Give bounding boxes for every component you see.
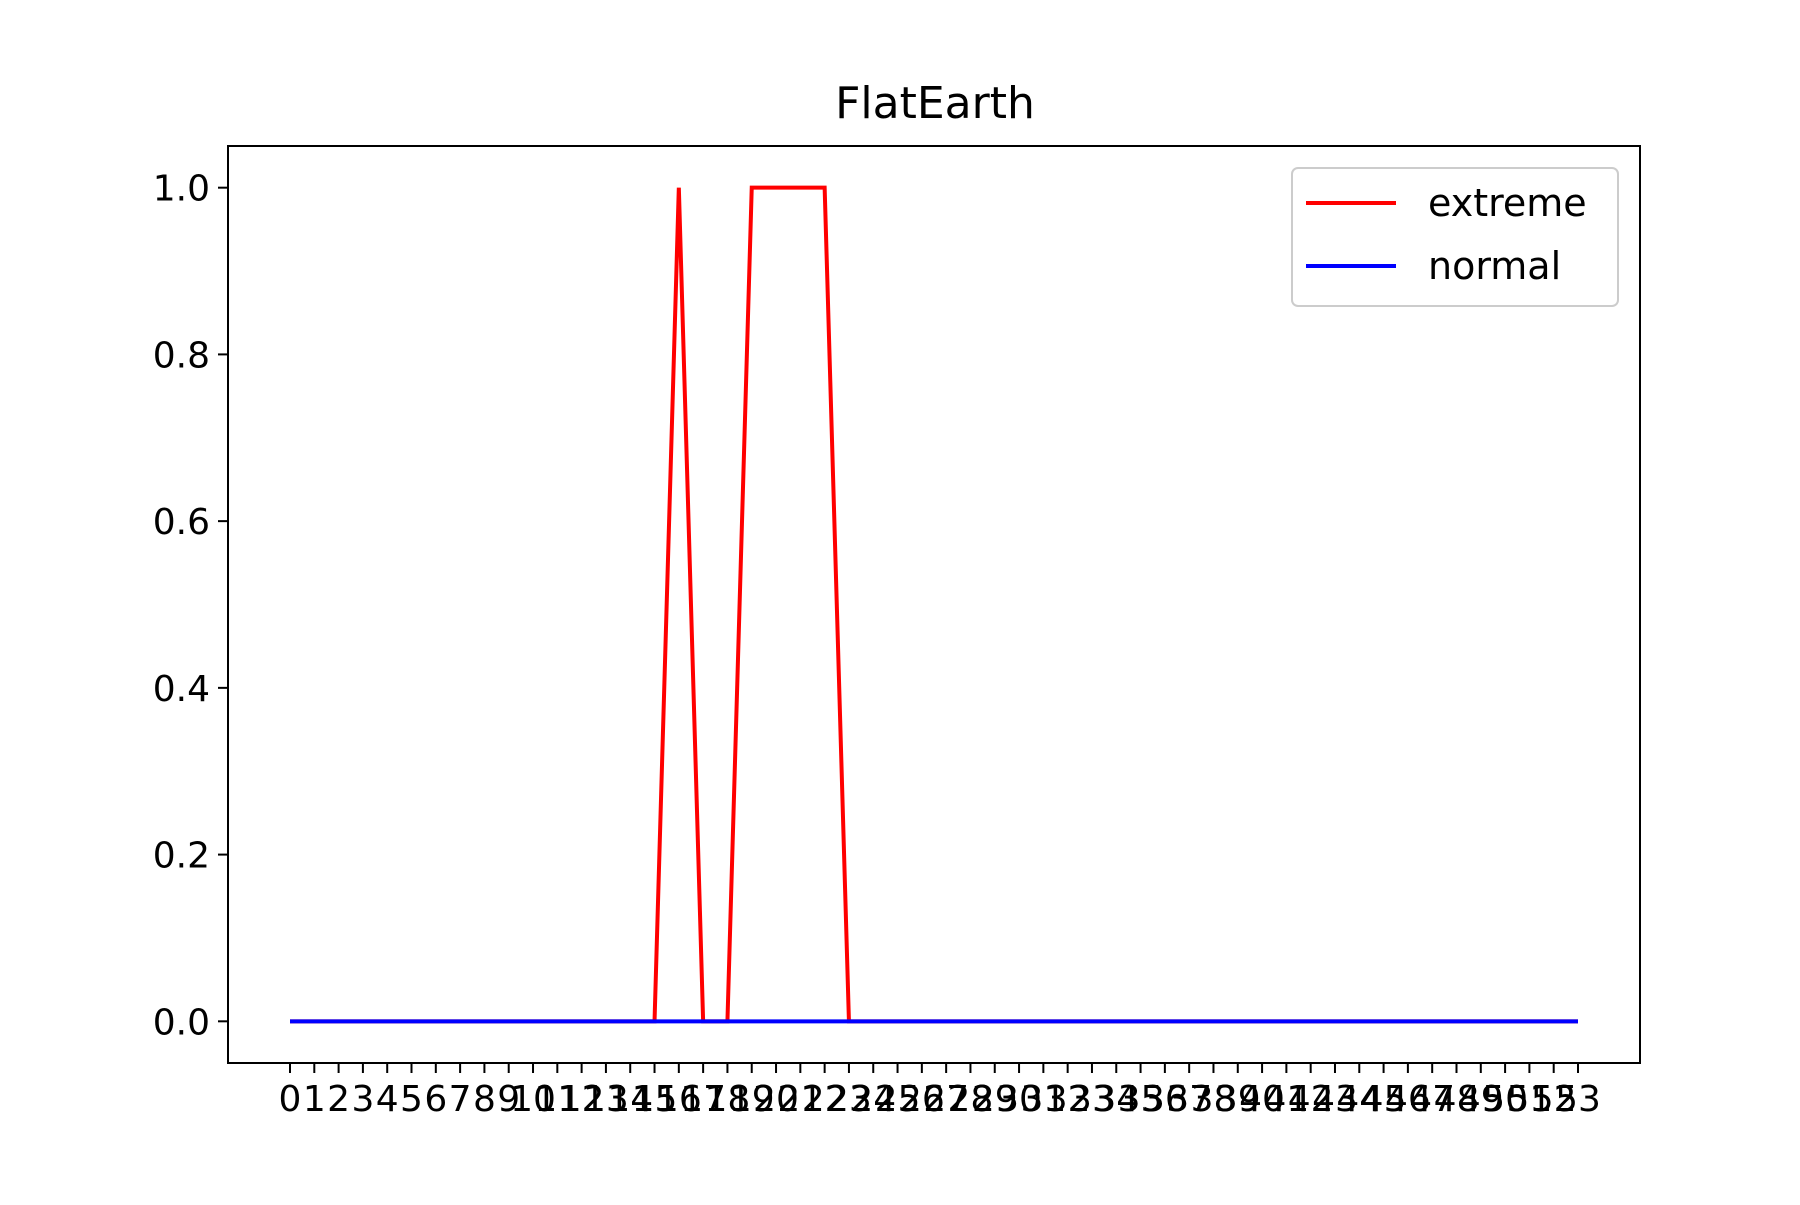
y-tick-label: 0.8 (153, 335, 210, 376)
x-tick-label: 13 (583, 1079, 629, 1120)
x-tick-label: 52 (1531, 1079, 1577, 1120)
x-tick-label: 9 (497, 1079, 520, 1120)
x-tick-label: 8 (473, 1079, 496, 1120)
x-tick-label: 31 (1020, 1079, 1066, 1120)
y-axis: 0.0 0.2 0.4 0.6 0.8 1.0 (153, 169, 228, 1043)
x-tick-label: 38 (1191, 1079, 1237, 1120)
x-tick-label: 24 (850, 1079, 896, 1120)
x-tick-label: 7 (449, 1079, 472, 1120)
x-tick-label: 26 (899, 1079, 945, 1120)
legend-label-extreme: extreme (1428, 181, 1587, 225)
x-tick-label: 47 (1409, 1079, 1455, 1120)
x-tick-label: 10 (510, 1079, 556, 1120)
x-tick-label: 50 (1482, 1079, 1528, 1120)
x-tick-label: 19 (729, 1079, 775, 1120)
x-tick-label: 4 (376, 1079, 399, 1120)
x-tick-label: 51 (1506, 1079, 1552, 1120)
x-tick-label: 32 (1045, 1079, 1091, 1120)
y-tick-label: 0.0 (153, 1002, 210, 1043)
y-tick-label: 0.4 (153, 669, 210, 710)
x-tick-label: 39 (1215, 1079, 1261, 1120)
x-tick-label: 17 (680, 1079, 726, 1120)
x-tick-label: 14 (607, 1079, 653, 1120)
x-tick-label: 36 (1142, 1079, 1188, 1120)
x-tick-label: 20 (753, 1079, 799, 1120)
x-tick-label: 22 (802, 1079, 848, 1120)
legend: extreme normal (1291, 167, 1619, 307)
x-tick-label: 48 (1434, 1079, 1480, 1120)
x-tick-label: 25 (875, 1079, 921, 1120)
x-tick-label: 28 (948, 1079, 994, 1120)
x-tick-label: 6 (424, 1079, 447, 1120)
y-tick-label: 0.6 (153, 502, 210, 543)
x-tick-label: 34 (1093, 1079, 1139, 1120)
x-tick-label: 49 (1458, 1079, 1504, 1120)
x-tick-label: 30 (996, 1079, 1042, 1120)
x-tick-label: 44 (1336, 1079, 1382, 1120)
x-tick-label: 35 (1118, 1079, 1164, 1120)
x-tick-label: 23 (826, 1079, 872, 1120)
x-tick-label: 3 (351, 1079, 374, 1120)
series-line-extreme (290, 185, 1578, 1024)
x-tick-label: 41 (1263, 1079, 1309, 1120)
x-tick-label: 5 (400, 1079, 423, 1120)
chart-title: FlatEarth (835, 78, 1035, 129)
x-tick-label: 33 (1069, 1079, 1115, 1120)
x-tick-label: 45 (1361, 1079, 1407, 1120)
x-tick-label: 1 (303, 1079, 326, 1120)
x-tick-label: 16 (656, 1079, 702, 1120)
x-tick-label: 11 (534, 1079, 580, 1120)
x-tick-label: 42 (1288, 1079, 1334, 1120)
x-tick-label: 29 (972, 1079, 1018, 1120)
y-tick-label: 1.0 (153, 169, 210, 210)
x-tick-label: 2 (327, 1079, 350, 1120)
legend-label-normal: normal (1428, 244, 1561, 288)
x-tick-label: 43 (1312, 1079, 1358, 1120)
x-tick-label: 46 (1385, 1079, 1431, 1120)
x-tick-label: 18 (705, 1079, 751, 1120)
x-tick-label: 53 (1555, 1079, 1601, 1120)
x-tick-label: 15 (632, 1079, 678, 1120)
x-tick-label: 27 (923, 1079, 969, 1120)
x-tick-label: 0 (279, 1079, 302, 1120)
x-tick-label: 12 (559, 1079, 605, 1120)
plot-area-frame (227, 145, 1641, 1064)
plot-lines (290, 185, 1578, 1024)
x-axis: 0 1 2 3 4 5 6 7 8 9101112131415161718192021222324… (279, 1063, 1601, 1120)
x-tick-label: 40 (1239, 1079, 1285, 1120)
x-tick-label: 37 (1166, 1079, 1212, 1120)
x-tick-label: 21 (777, 1079, 823, 1120)
y-tick-label: 0.2 (153, 836, 210, 877)
